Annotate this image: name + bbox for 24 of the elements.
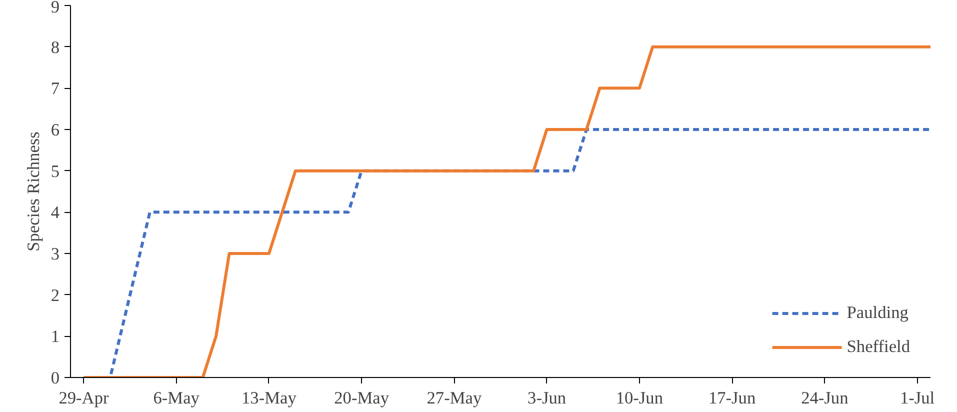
y-tick-label: 6 <box>50 120 60 140</box>
x-tick-label: 24-Jun <box>801 388 849 408</box>
x-tick-label: 6-May <box>153 388 200 408</box>
y-tick-label: 8 <box>50 38 60 57</box>
legend-label: Paulding <box>846 303 908 323</box>
y-tick-label: 2 <box>50 286 60 305</box>
line-series <box>82 45 930 378</box>
y-tick-label: 5 <box>50 162 60 181</box>
x-tick-label: 13-May <box>242 388 297 408</box>
y-tick-label: 4 <box>50 203 60 222</box>
x-tick-label: 1-Jul <box>900 388 935 408</box>
x-tick-label: 17-Jun <box>708 388 756 408</box>
legend-label: Sheffield <box>846 337 910 357</box>
y-tick-label: 7 <box>50 79 60 98</box>
y-tick-label: 9 <box>50 0 60 16</box>
y-tick-label: 1 <box>50 327 60 346</box>
x-tick-label: 29-Apr <box>58 388 109 408</box>
x-tick-label: 27-May <box>426 388 482 408</box>
y-tick-label: 0 <box>50 368 60 388</box>
x-tick-label: 3-Jun <box>528 388 566 408</box>
y-axis-title: Species Richness <box>24 131 43 252</box>
x-tick-label: 10-Jun <box>616 388 664 408</box>
x-tick-label: 20-May <box>334 388 390 408</box>
y-tick-label: 3 <box>50 244 60 264</box>
